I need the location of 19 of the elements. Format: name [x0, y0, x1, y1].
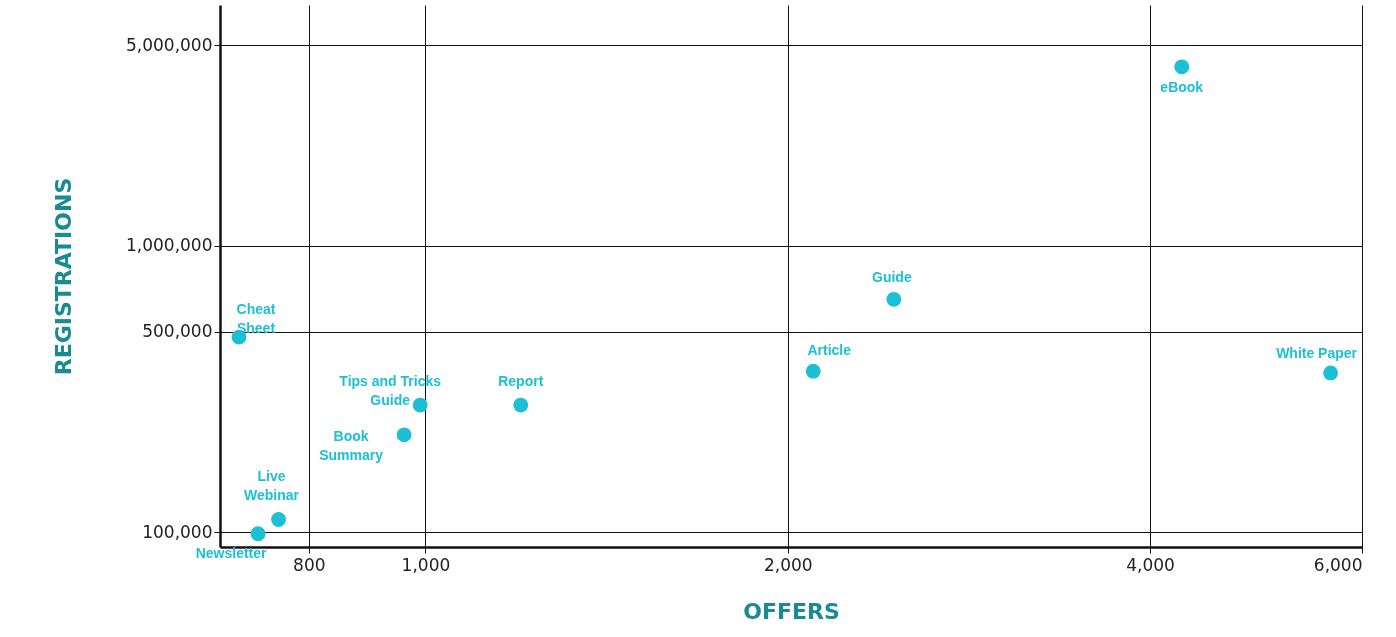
annotation: Guide	[871, 269, 912, 286]
x-tick-label: 6,000	[1313, 554, 1363, 575]
x-tick-label: 2,000	[763, 554, 813, 575]
x-tick-label: 1,000	[401, 554, 451, 575]
y-tick-label: 500,000	[142, 321, 213, 342]
y-tick-label: 100,000	[142, 521, 213, 542]
annotation: Book Summary	[319, 427, 384, 463]
y-tick-label: 1,000,000	[125, 235, 213, 256]
y-tick-label: 5,000,000	[125, 34, 213, 55]
annotation: White Paper	[1276, 344, 1358, 361]
annotation: Article	[807, 342, 852, 359]
y-axis-title: REGISTRATIONS	[50, 177, 76, 376]
annotation: Report	[498, 373, 544, 390]
x-tick-label: 800	[293, 554, 326, 575]
x-tick-label: 4,000	[1126, 554, 1175, 575]
annotation: Newsletter	[195, 544, 268, 561]
annotation: eBook	[1160, 78, 1204, 95]
annotation: Live Webinar	[244, 468, 300, 504]
x-axis-title: OFFERS	[743, 598, 840, 624]
